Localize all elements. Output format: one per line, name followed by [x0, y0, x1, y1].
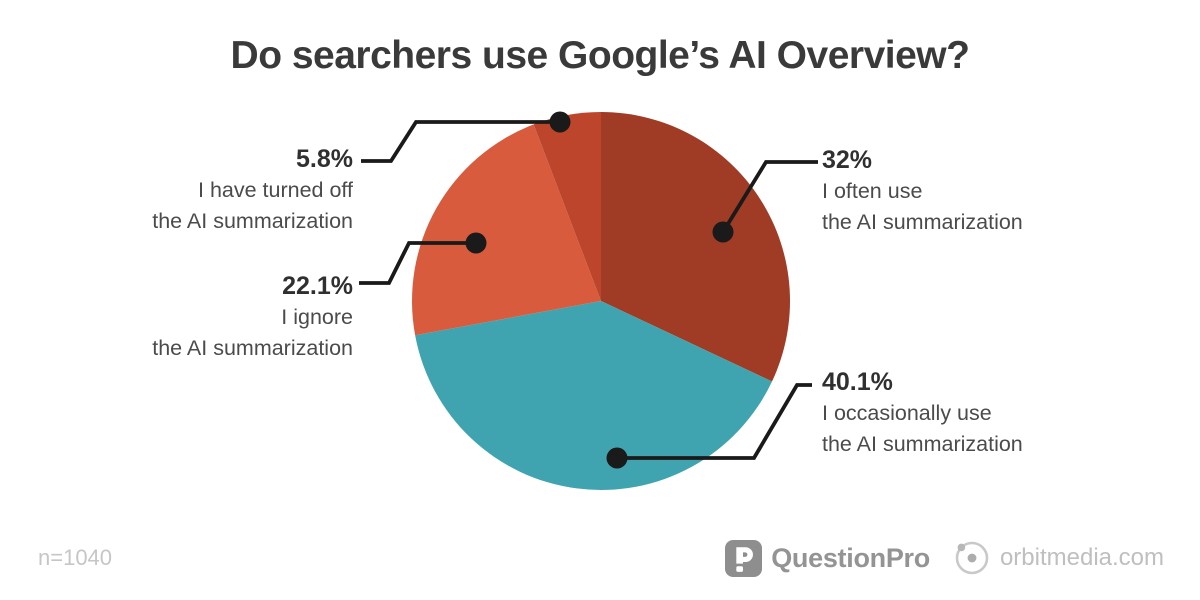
sample-size: n=1040	[38, 545, 113, 570]
pie-slice-3	[533, 112, 601, 301]
callout-line-2	[359, 241, 476, 285]
label-turned-off: 5.8% I have turned off the AI summarizat…	[100, 143, 353, 236]
desc-turned-off-line2: the AI summarization	[152, 208, 353, 233]
desc-often-use-line2: the AI summarization	[822, 209, 1023, 234]
footer-brands: QuestionPro orbitmedia.com	[725, 538, 1164, 578]
pct-occasionally-use: 40.1%	[822, 368, 893, 396]
desc-ignore-line2: the AI summarization	[152, 335, 353, 360]
chart-title: Do searchers use Google’s AI Overview?	[230, 34, 970, 77]
desc-turned-off-line1: I have turned off	[198, 178, 353, 202]
callout-line-1	[617, 383, 812, 460]
callout-dot-2	[465, 232, 487, 254]
questionpro-label: QuestionPro	[771, 542, 930, 573]
label-ignore: 22.1% I ignore the AI summarization	[100, 270, 353, 363]
orbitmedia-label: orbitmedia.com	[999, 544, 1164, 571]
pct-often-use: 32%	[822, 146, 873, 174]
desc-often-use-line1: I often use	[822, 179, 923, 203]
desc-ignore-line1: I ignore	[281, 305, 353, 329]
desc-occasionally-use-line2: the AI summarization	[822, 431, 1023, 456]
callout-line-3	[361, 120, 560, 163]
callout-dot-0	[712, 221, 734, 243]
pie-slice-0	[601, 112, 790, 382]
callout-line-0	[721, 160, 818, 233]
callout-dot-1	[606, 447, 628, 469]
questionpro-brand: QuestionPro	[725, 539, 930, 577]
pie-slice-1	[415, 301, 773, 490]
pct-turned-off: 5.8%	[296, 145, 353, 173]
pie-slice-2	[412, 124, 601, 336]
callout-dot-3	[549, 111, 571, 133]
orbitmedia-brand: orbitmedia.com	[952, 538, 1164, 578]
questionpro-icon	[725, 539, 763, 577]
pct-ignore: 22.1%	[282, 272, 353, 300]
label-occasionally-use: 40.1% I occasionally use the AI summariz…	[822, 366, 1082, 459]
desc-occasionally-use-line1: I occasionally use	[822, 401, 992, 425]
label-often-use: 32% I often use the AI summarization	[822, 144, 1082, 237]
orbitmedia-icon	[955, 541, 989, 575]
